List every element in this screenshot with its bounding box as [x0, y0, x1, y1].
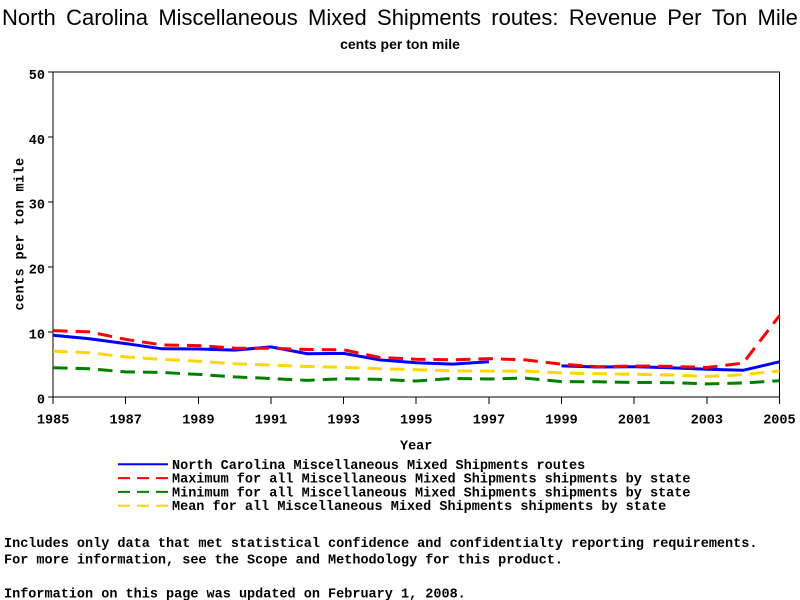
- svg-text:Includes only data that met st: Includes only data that met statistical …: [4, 537, 757, 552]
- svg-text:1989: 1989: [182, 413, 214, 428]
- svg-text:40: 40: [29, 134, 45, 149]
- svg-text:Information on this page was u: Information on this page was updated on …: [4, 587, 466, 600]
- svg-text:1987: 1987: [109, 413, 141, 428]
- svg-text:1993: 1993: [327, 413, 359, 428]
- svg-text:Maximum for all Miscellaneous: Maximum for all Miscellaneous Mixed Ship…: [172, 473, 690, 488]
- svg-text:North Carolina Miscellaneous M: North Carolina Miscellaneous Mixed Shipm…: [172, 459, 585, 474]
- svg-text:Year: Year: [400, 440, 432, 455]
- svg-text:2005: 2005: [763, 413, 795, 428]
- svg-text:Minimum for all Miscellaneous: Minimum for all Miscellaneous Mixed Ship…: [172, 486, 690, 501]
- svg-text:50: 50: [29, 69, 45, 84]
- svg-text:1999: 1999: [545, 413, 577, 428]
- svg-text:1995: 1995: [400, 413, 432, 428]
- svg-text:For more information, see the: For more information, see the Scope and …: [4, 554, 563, 569]
- svg-text:1985: 1985: [37, 413, 69, 428]
- svg-text:Mean for all Miscellaneous Mix: Mean for all Miscellaneous Mixed Shipmen…: [172, 500, 666, 515]
- svg-text:1991: 1991: [255, 413, 287, 428]
- svg-text:20: 20: [29, 264, 45, 279]
- svg-text:cents per ton mile: cents per ton mile: [14, 157, 29, 310]
- svg-text:2001: 2001: [618, 413, 650, 428]
- svg-text:10: 10: [29, 329, 45, 344]
- svg-text:30: 30: [29, 199, 45, 214]
- svg-text:0: 0: [37, 394, 45, 409]
- svg-text:2003: 2003: [691, 413, 723, 428]
- svg-text:1997: 1997: [473, 413, 505, 428]
